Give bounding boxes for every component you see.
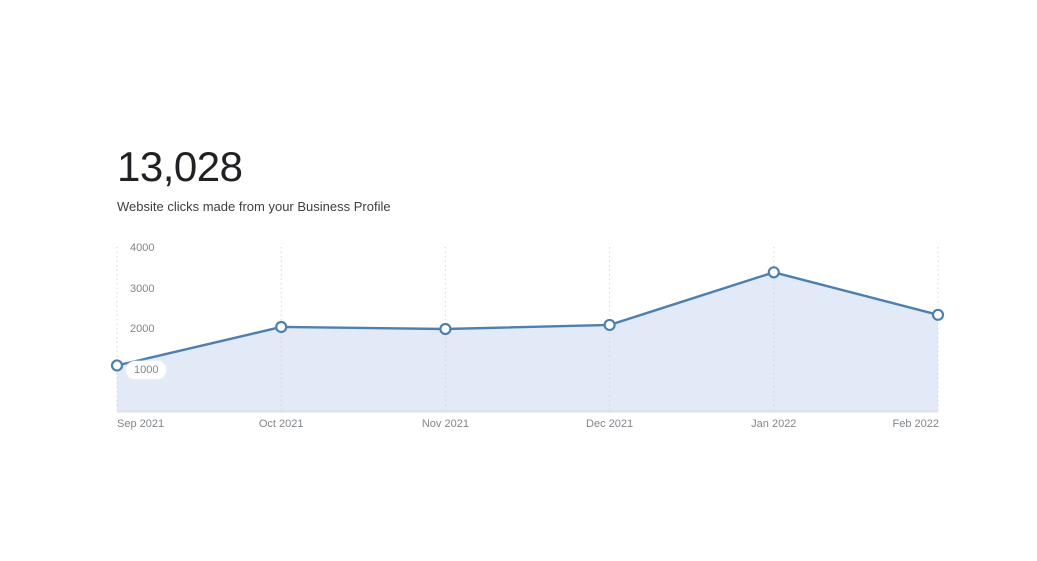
x-tick-oct-2021: Oct 2021 <box>258 418 304 430</box>
x-tick-nov-2021: Nov 2021 <box>421 418 469 430</box>
metric-description: Website clicks made from your Business P… <box>117 199 391 214</box>
x-tick-feb-2022: Feb 2022 <box>892 418 939 430</box>
x-tick-jan-2022: Jan 2022 <box>751 418 797 430</box>
trend-line <box>115 271 940 367</box>
website-clicks-chart: 1000 2000 3000 4000 Sep 2021 Oct 2021 Nov 202… <box>110 242 945 438</box>
metric-value: 13,028 <box>117 143 243 190</box>
y-tick-2000: 2000 <box>130 323 155 335</box>
y-tick-4000: 4000 <box>130 242 155 254</box>
data-point-nov-2021[interactable] <box>439 322 452 336</box>
data-point-jan-2022[interactable] <box>767 266 780 279</box>
x-tick-sep-2021: Sep 2021 <box>117 418 165 430</box>
chart-plot-area <box>110 247 945 413</box>
y-tick-1000: 1000 <box>126 360 167 379</box>
data-point-dec-2021[interactable] <box>603 318 616 332</box>
x-tick-dec-2021: Dec 2021 <box>586 418 634 430</box>
data-point-oct-2021[interactable] <box>275 320 288 334</box>
data-point-feb-2022[interactable] <box>931 308 945 321</box>
data-point-sep-2021[interactable] <box>110 359 124 372</box>
area-fill <box>117 272 938 411</box>
y-tick-3000: 3000 <box>130 282 155 295</box>
